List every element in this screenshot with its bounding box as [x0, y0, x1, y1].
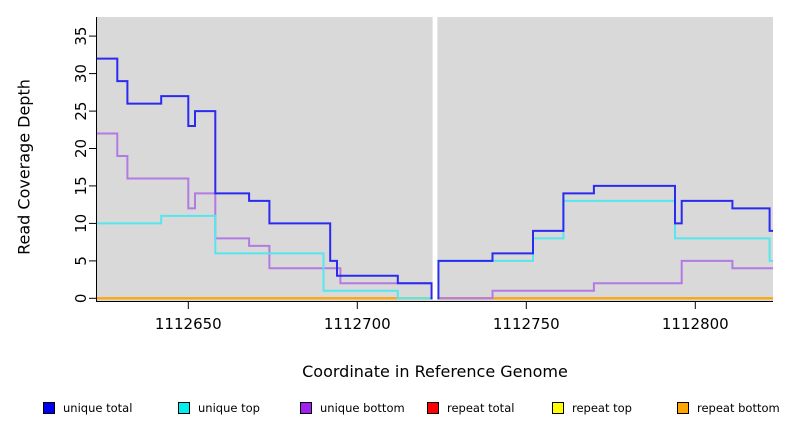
y-tick-label: 30 — [72, 64, 90, 83]
x-tick-label: 1112650 — [155, 315, 222, 333]
coverage-gap-band — [432, 17, 438, 300]
y-tick-label: 5 — [72, 256, 90, 266]
x-axis-title: Coordinate in Reference Genome — [302, 362, 568, 381]
y-tick-label: 0 — [72, 294, 90, 304]
y-tick-label: 15 — [72, 176, 90, 195]
y-tick-label: 10 — [72, 214, 90, 233]
y-axis-title: Read Coverage Depth — [14, 79, 34, 255]
y-tick-label: 35 — [72, 27, 90, 46]
series-unique-bottom — [97, 132, 773, 300]
x-tick-label: 1112700 — [324, 315, 391, 333]
y-tick-label: 25 — [72, 102, 90, 121]
x-tick-label: 1112800 — [662, 315, 729, 333]
series-unique-total — [97, 57, 773, 300]
y-tick-label: 20 — [72, 139, 90, 158]
x-tick-label: 1112750 — [493, 315, 560, 333]
